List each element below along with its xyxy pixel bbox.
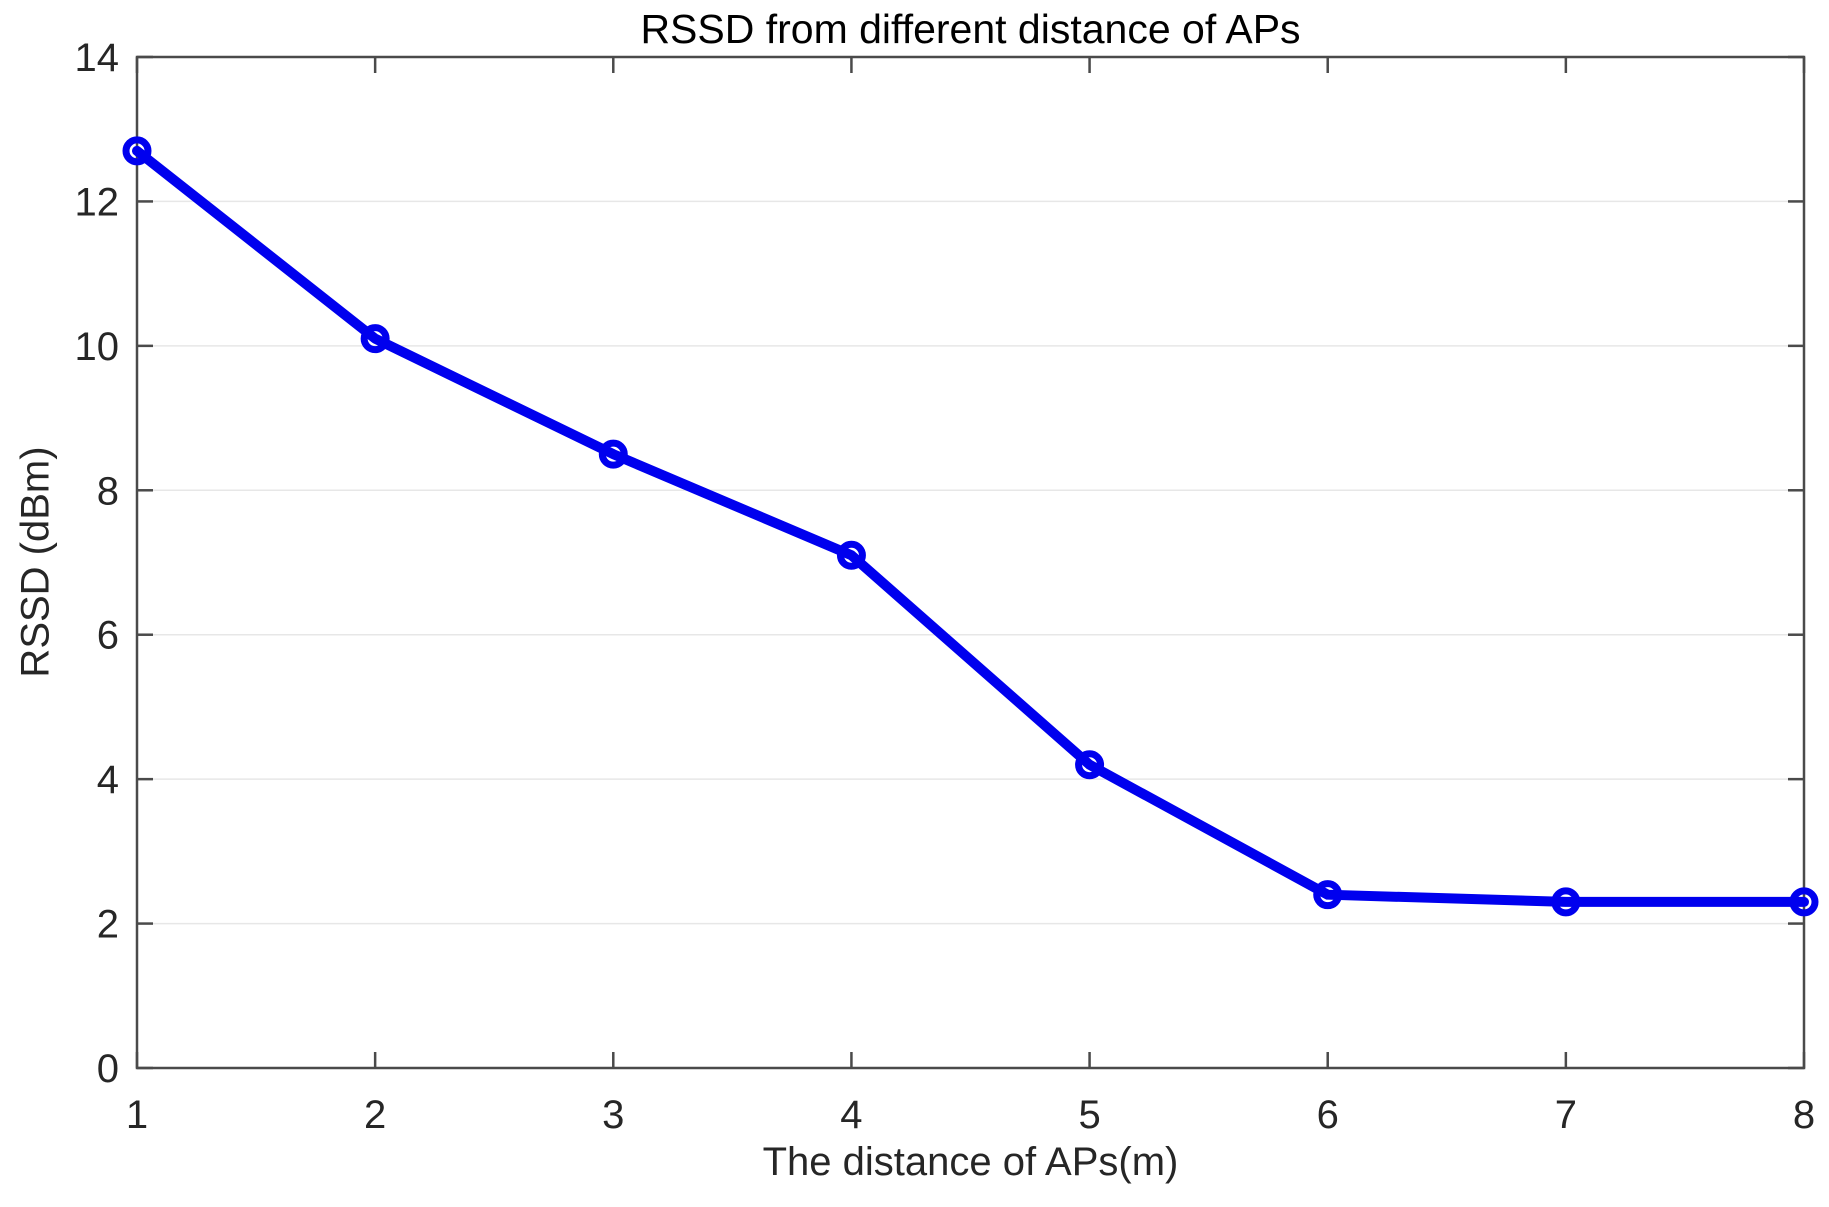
- y-tick-label: 10: [75, 325, 120, 369]
- y-tick-label: 0: [97, 1047, 119, 1091]
- x-tick-label: 6: [1317, 1093, 1339, 1137]
- data-point-marker: [360, 324, 390, 354]
- y-tick-label: 2: [97, 903, 119, 947]
- series-line: [132, 145, 1809, 907]
- data-point-marker: [1789, 887, 1819, 917]
- y-tick-label: 12: [75, 180, 120, 224]
- data-point-marker: [1075, 750, 1105, 780]
- y-tick-label: 8: [97, 469, 119, 513]
- x-tick-label: 8: [1793, 1093, 1815, 1137]
- plot-box: [135, 55, 1806, 1070]
- x-tick-label: 4: [840, 1093, 862, 1137]
- data-point-marker: [598, 439, 628, 469]
- y-tick-label: 6: [97, 614, 119, 658]
- x-tick-label: 2: [364, 1093, 386, 1137]
- x-tick-label: 3: [602, 1093, 624, 1137]
- data-point-marker: [836, 540, 866, 570]
- x-axis-label: The distance of APs(m): [762, 1140, 1179, 1184]
- y-tick-label: 14: [75, 36, 120, 80]
- x-tick-label: 5: [1078, 1093, 1100, 1137]
- data-point-marker: [122, 136, 152, 166]
- y-tick-label: 4: [97, 758, 119, 802]
- data-point-marker: [1313, 880, 1343, 910]
- x-tick-label: 1: [126, 1093, 148, 1137]
- x-tick-label: 7: [1555, 1093, 1577, 1137]
- chart-title: RSSD from different distance of APs: [640, 6, 1301, 52]
- data-point-marker: [1551, 887, 1581, 917]
